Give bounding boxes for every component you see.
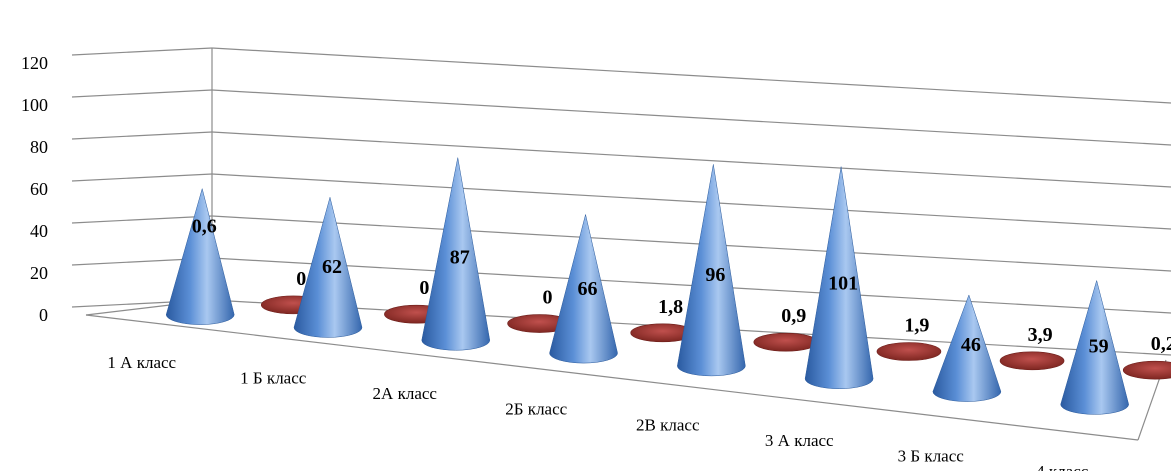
cone-mark — [549, 214, 618, 364]
category-label: 2Б класс — [505, 400, 567, 419]
cone-data-label: 46 — [961, 334, 981, 356]
disk-data-label: 0 — [543, 287, 553, 309]
cone-mark — [932, 294, 1002, 402]
y-tick-label: 80 — [30, 137, 48, 157]
disk-data-label: 0,9 — [781, 305, 806, 327]
chart-marks — [165, 157, 1171, 415]
floor-front-edge — [85, 314, 1139, 441]
cone-data-label: 62 — [322, 256, 342, 278]
y-tick-labels: 0 20 40 60 80 100 120 — [21, 53, 48, 325]
disk-mark — [753, 332, 819, 352]
y-tick-label: 20 — [30, 263, 48, 283]
disk-data-label: 0,2 — [1151, 333, 1171, 355]
cone-mark — [165, 187, 235, 325]
gridline-back — [211, 173, 1171, 230]
disk-data-label: 0 — [419, 277, 429, 299]
cone-data-label: 101 — [828, 273, 858, 295]
gridline-side — [71, 215, 213, 224]
disk-mark — [999, 351, 1065, 371]
cone-mark — [1060, 279, 1129, 415]
category-labels: 1 А класс 1 Б класс 2А класс 2Б класс 2В кла… — [107, 353, 1088, 471]
cone-data-label: 59 — [1089, 335, 1109, 357]
gridline-side — [71, 89, 213, 98]
data-labels: 0 62 0 87 0 66 1,8 96 0,9 101 1,9 46 3,9 59 0,2 0,6 — [192, 216, 1171, 358]
cone-mark — [804, 166, 874, 389]
category-label: 2В класс — [636, 415, 700, 434]
y-tick-label: 40 — [30, 221, 48, 241]
category-label: 3 А класс — [765, 431, 834, 450]
y-tick-label: 120 — [21, 53, 48, 73]
category-label: 2А класс — [373, 384, 438, 403]
cone-mark — [421, 157, 491, 351]
cone-data-label: 87 — [450, 247, 470, 269]
disk-mark — [1122, 360, 1171, 380]
gridline-back — [211, 131, 1171, 188]
disk-mark — [876, 342, 942, 361]
disk-data-label: 0 — [296, 268, 306, 290]
y-tick-label: 100 — [21, 95, 48, 115]
category-label: 4 класс — [1036, 462, 1089, 471]
gridline-side — [71, 47, 213, 56]
cone-mark — [293, 196, 363, 338]
extra-data-label: 0,6 — [192, 216, 217, 238]
category-label: 1 Б класс — [240, 368, 307, 387]
cone-data-label: 66 — [578, 278, 598, 300]
category-label: 3 Б класс — [898, 447, 965, 466]
gridline-back — [211, 47, 1171, 104]
y-tick-label: 0 — [39, 305, 48, 325]
gridline-side — [71, 173, 213, 182]
gridline-side — [71, 131, 213, 140]
gridline-back — [211, 89, 1171, 146]
disk-data-label: 3,9 — [1028, 324, 1053, 346]
category-label: 1 А класс — [107, 353, 176, 372]
gridline-back — [211, 215, 1171, 272]
gridlines — [71, 47, 1171, 314]
disk-data-label: 1,8 — [658, 296, 683, 318]
cone-mark — [677, 164, 746, 377]
y-tick-label: 60 — [30, 179, 48, 199]
cone-data-label: 96 — [705, 264, 725, 286]
disk-data-label: 1,9 — [904, 314, 929, 336]
